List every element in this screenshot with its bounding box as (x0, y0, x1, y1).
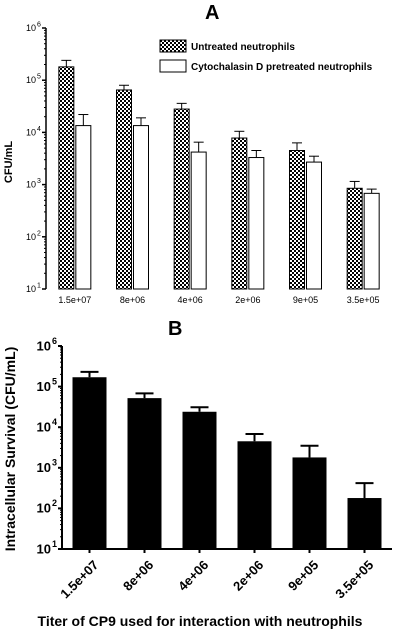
panel-a-bar-cytochalasin (363, 192, 380, 290)
panel-b-bar (237, 441, 272, 549)
panel-a-bar-cytochalasin (248, 157, 265, 290)
panel-a-bar-untreated (116, 89, 132, 290)
panel-a-y-tick-label: 10 (26, 284, 36, 294)
panel-b-y-tick-exponent: 4 (52, 417, 57, 427)
panel-a-x-tick-label: 1.5e+07 (58, 295, 91, 305)
panel-b-bar (182, 411, 217, 549)
legend-label-cytochalasin: Cytochalasin D pretreated neutrophils (191, 62, 373, 73)
panel-a-bar-untreated (346, 187, 363, 290)
panel-a-y-tick-label: 10 (26, 75, 36, 85)
panel-a-bar-cytochalasin (190, 151, 207, 290)
panel-b-y-tick-label: 10 (37, 501, 51, 516)
panel-b-y-tick-exponent: 6 (52, 336, 57, 346)
panel-b-y-tick-label: 10 (37, 379, 51, 394)
panel-a-bar-untreated (173, 108, 190, 290)
panel-b-y-tick-label: 10 (37, 541, 51, 556)
panel-b-ylabel: Intracellular Survival (CFU/mL) (2, 347, 18, 552)
panel-a-x-tick-label: 8e+06 (120, 295, 145, 305)
panel-b-x-tick-label: 9e+05 (285, 557, 321, 593)
panel-b-x-tick-label: 1.5e+07 (57, 557, 101, 601)
panel-a-ylabel: CFU/mL (3, 141, 15, 183)
panel-b-x-tick-label: 8e+06 (120, 557, 156, 593)
panel-a-bar-untreated (231, 137, 248, 290)
panel-b-y-tick-exponent: 3 (52, 458, 57, 468)
panel-a-y-tick-label: 10 (26, 23, 36, 33)
panel-b-letter: B (168, 318, 182, 340)
panel-a-x-tick-label: 4e+06 (178, 295, 203, 305)
panel-a-y-tick-label: 10 (26, 180, 36, 190)
panel-a-y-tick-exponent: 2 (37, 230, 41, 237)
panel-b-bar (127, 398, 162, 549)
panel-a-bar-cytochalasin (306, 161, 322, 290)
panel-b-y-tick-exponent: 2 (52, 498, 57, 508)
panel-a-y-tick-exponent: 6 (37, 22, 41, 29)
panel-a-bar-untreated (58, 66, 75, 290)
panel-b-x-tick-label: 4e+06 (175, 557, 211, 593)
panel-a-x-tick-label: 3.5e+05 (347, 295, 380, 305)
panel-a-bar-untreated (289, 150, 305, 290)
panel-b-y-tick-label: 10 (37, 420, 51, 435)
panel-a-y-tick-exponent: 1 (37, 283, 41, 290)
panel-a-y-tick-exponent: 3 (37, 178, 41, 185)
legend-swatch-cytochalasin (159, 59, 187, 73)
panel-b-x-tick-label: 2e+06 (230, 557, 266, 593)
panel-a-y-tick-label: 10 (26, 232, 36, 242)
panel-b-y-tick-exponent: 5 (52, 376, 57, 386)
panel-b-y-tick-label: 10 (37, 338, 51, 353)
panel-a-y-tick-label: 10 (26, 127, 36, 137)
panel-a-y-tick-exponent: 5 (37, 74, 41, 81)
panel-a-letter: A (205, 2, 219, 24)
panel-a-x-tick-label: 2e+06 (235, 295, 260, 305)
panel-b-x-tick-label: 3.5e+05 (332, 557, 376, 601)
panel-b-y-tick-label: 10 (37, 460, 51, 475)
legend-label-untreated: Untreated neutrophils (191, 42, 295, 53)
legend-swatch-untreated (159, 39, 187, 53)
panel-a-y-tick-exponent: 4 (37, 126, 41, 133)
panel-a-x-tick-label: 9e+05 (293, 295, 318, 305)
panel-a-legend: Untreated neutrophils Cytochalasin D pre… (159, 39, 373, 73)
panel-b-bar (347, 498, 382, 549)
panel-b-bar (292, 457, 327, 549)
panel-b-y-tick-exponent: 1 (52, 539, 57, 549)
panel-b-bar (72, 377, 107, 549)
panel-a-bar-cytochalasin (133, 125, 149, 290)
panel-a-bar-cytochalasin (75, 125, 92, 290)
panel-b-xlabel: Titer of CP9 used for interaction with n… (38, 613, 363, 629)
